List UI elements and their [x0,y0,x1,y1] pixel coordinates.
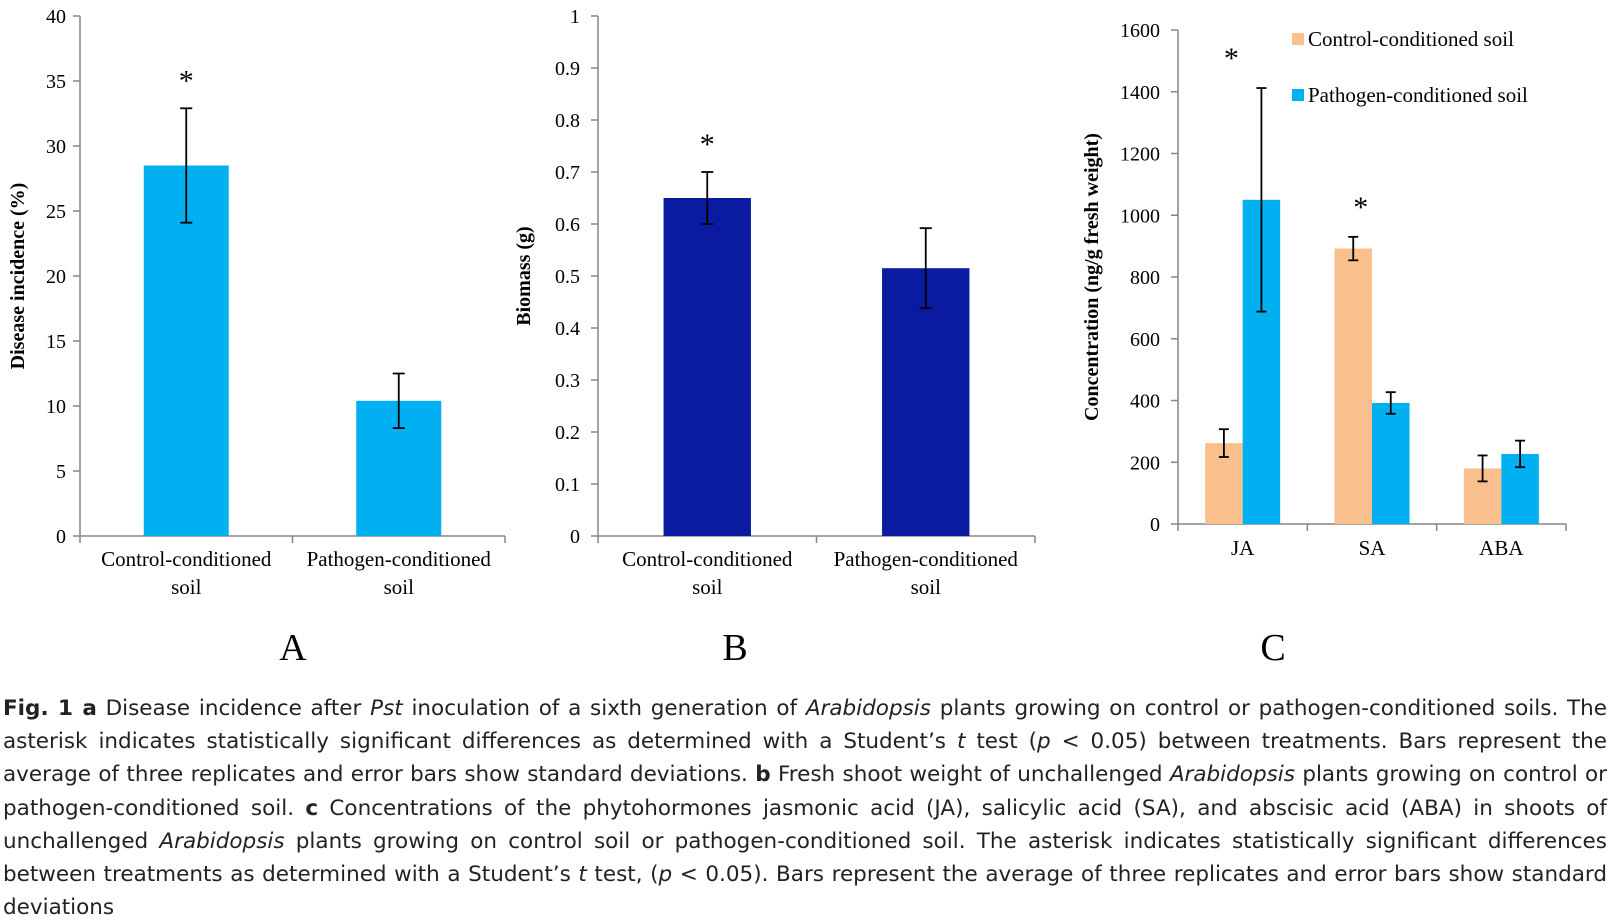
x-category-label: soil [692,575,723,599]
y-axis-label: Concentration (ng/g fresh weight) [1081,133,1103,421]
x-category-label: Control-conditioned [101,547,272,571]
caption-segment: inoculation of a sixth generation of [402,696,806,721]
y-tick-label: 0.7 [555,162,580,184]
legend-swatch [1292,89,1304,101]
figure-caption: Fig. 1 a Disease incidence after Pst ino… [3,692,1607,924]
significance-asterisk: * [1353,191,1368,224]
bar [1372,402,1410,524]
y-tick-label: 0.5 [555,266,580,288]
caption-segment: Fresh shoot weight of unchallenged [770,762,1170,788]
bar [663,198,751,536]
y-tick-label: 1000 [1120,205,1160,227]
bar [882,268,970,536]
panel-label: C [1260,627,1285,669]
y-tick-label: 0 [56,526,66,548]
y-tick-label: 1 [570,6,580,28]
panel-label: A [279,627,307,669]
y-tick-label: 0.1 [555,474,580,496]
x-category-label: ABA [1479,536,1524,560]
y-tick-label: 0.8 [555,110,580,132]
caption-segment: Arabidopsis [1169,762,1295,788]
significance-asterisk: * [700,128,715,161]
caption-segment: < 0.05) between treatments. Bars represe… [3,729,1607,788]
caption-segment: plants growing on control or pathogen-co… [3,696,1607,755]
bar [1334,248,1372,524]
x-category-label: Pathogen-conditioned [834,547,1019,571]
y-tick-label: 0.6 [555,214,580,236]
y-tick-label: 200 [1130,452,1160,474]
y-tick-label: 10 [46,396,66,418]
caption-segment: p [658,862,673,888]
caption-segment: < 0.05). Bars represent the average of t… [3,862,1608,921]
y-tick-label: 30 [46,136,66,158]
bar [143,165,229,536]
legend-label: Pathogen-conditioned soil [1308,83,1528,107]
y-axis-label: Disease incidence (%) [7,183,29,370]
caption-segment: test, ( [586,862,659,888]
y-tick-label: 5 [56,461,66,483]
y-axis-label: Biomass (g) [513,226,535,325]
y-tick-label: 35 [46,71,66,93]
caption-segment: Arabidopsis [805,696,931,721]
caption-segment: b [755,762,771,788]
y-tick-label: 1600 [1120,20,1160,42]
x-category-label: SA [1359,536,1387,560]
y-tick-label: 1400 [1120,82,1160,104]
y-tick-label: 800 [1130,267,1160,289]
x-category-label: Control-conditioned [622,547,793,571]
y-tick-label: 0 [1150,514,1160,536]
caption-segment: c [305,795,319,821]
x-category-label: Pathogen-conditioned [307,547,492,571]
caption-segment: plants growing on control or pathogen-co… [3,762,1607,821]
y-tick-label: 0.2 [555,422,580,444]
caption-segment: plants growing on control soil or pathog… [3,828,1607,888]
caption-segment: Disease incidence after [96,696,371,721]
caption-segment: t [578,862,587,888]
caption-segment: Pst [370,696,403,721]
x-category-label: JA [1231,536,1255,560]
caption-segment: Fig. 1 [3,696,83,721]
y-tick-label: 25 [46,201,66,223]
y-tick-label: 0.9 [555,58,580,80]
caption-segment: a [82,696,97,721]
y-tick-label: 15 [46,331,66,353]
y-tick-label: 20 [46,266,66,288]
panel-label: B [722,627,747,669]
caption-segment: Arabidopsis [159,828,285,854]
x-category-label: soil [171,575,202,599]
significance-asterisk: * [179,64,194,97]
y-tick-label: 0.4 [555,318,580,340]
legend-label: Control-conditioned soil [1308,27,1514,51]
y-tick-label: 400 [1130,391,1160,413]
caption-segment: Concentrations of the phytohormones jasm… [3,795,1607,854]
caption-segment: test ( [965,729,1037,755]
caption-segment: p [1036,729,1051,755]
x-category-label: soil [384,575,415,599]
y-tick-label: 0.3 [555,370,580,392]
significance-asterisk: * [1224,42,1239,75]
y-tick-label: 0 [570,526,580,548]
y-tick-label: 1200 [1120,144,1160,166]
x-category-label: soil [911,575,942,599]
y-tick-label: 40 [46,6,66,28]
caption-segment: t [956,729,966,755]
y-tick-label: 600 [1130,329,1160,351]
legend-swatch [1292,33,1304,45]
